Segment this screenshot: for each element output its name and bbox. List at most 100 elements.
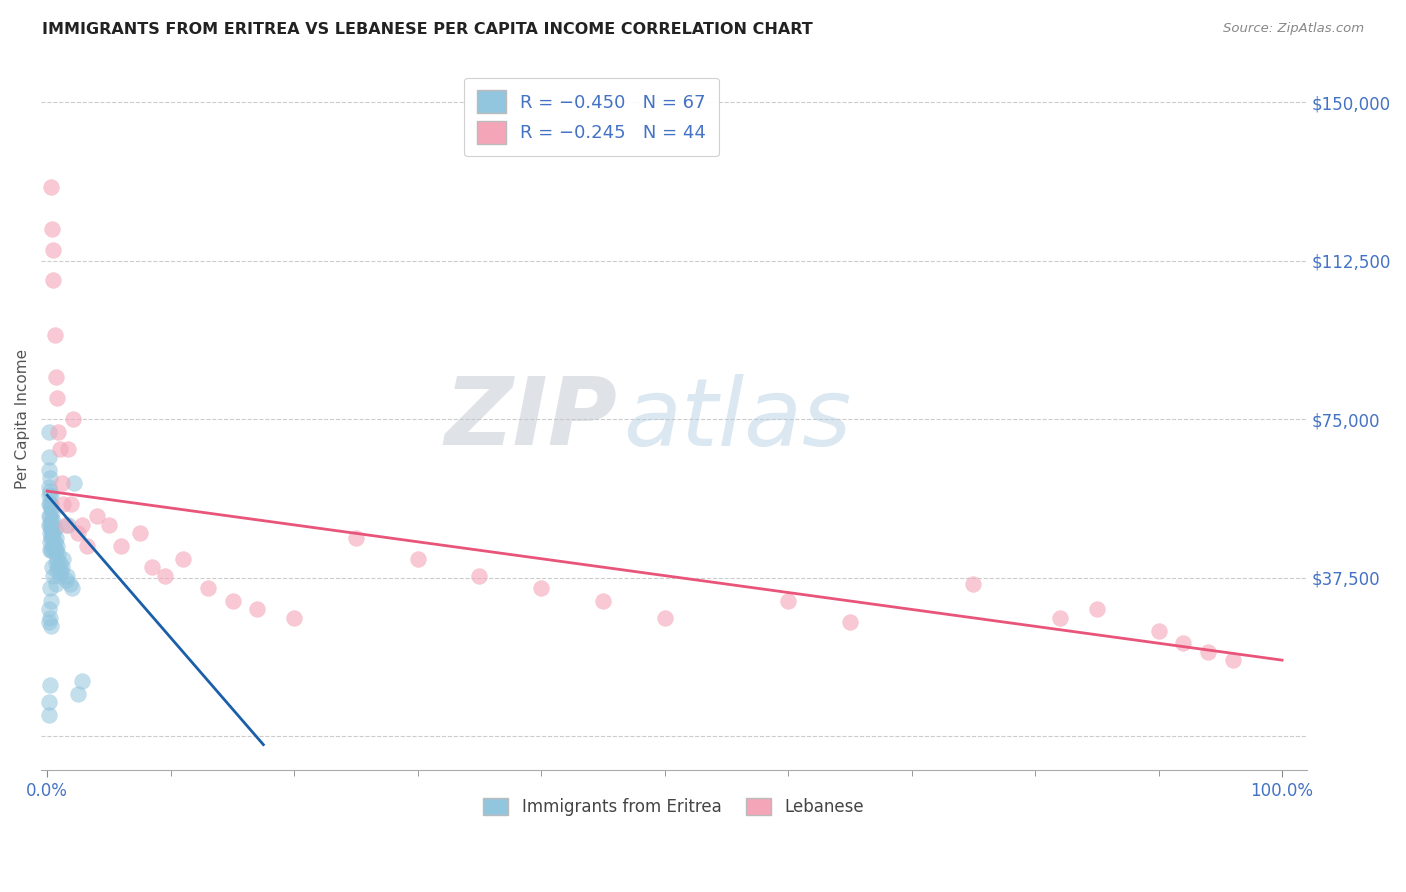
Point bbox=[838, 615, 860, 629]
Point bbox=[41, 526, 63, 541]
Point bbox=[38, 517, 60, 532]
Point bbox=[1173, 636, 1195, 650]
Point bbox=[38, 497, 60, 511]
Point bbox=[98, 517, 121, 532]
Point bbox=[1085, 602, 1108, 616]
Point bbox=[41, 505, 63, 519]
Point bbox=[38, 534, 60, 549]
Point bbox=[38, 509, 60, 524]
Point bbox=[1049, 611, 1071, 625]
Point bbox=[38, 488, 60, 502]
Point bbox=[70, 517, 93, 532]
Point bbox=[60, 582, 83, 596]
Point bbox=[48, 548, 70, 562]
Point bbox=[42, 244, 65, 258]
Text: Source: ZipAtlas.com: Source: ZipAtlas.com bbox=[1223, 22, 1364, 36]
Point bbox=[48, 568, 70, 582]
Point bbox=[44, 543, 66, 558]
Point bbox=[38, 480, 60, 494]
Point bbox=[38, 517, 60, 532]
Point bbox=[153, 568, 176, 582]
Point bbox=[38, 450, 60, 465]
Point bbox=[38, 582, 60, 596]
Point bbox=[592, 594, 614, 608]
Point bbox=[38, 543, 60, 558]
Point bbox=[62, 412, 84, 426]
Point bbox=[56, 568, 79, 582]
Point bbox=[141, 560, 163, 574]
Point bbox=[38, 509, 60, 524]
Point bbox=[58, 577, 80, 591]
Point bbox=[38, 526, 60, 541]
Point bbox=[52, 497, 75, 511]
Point bbox=[46, 391, 69, 405]
Point bbox=[38, 463, 60, 477]
Point bbox=[48, 560, 70, 574]
Point bbox=[39, 501, 62, 516]
Point bbox=[55, 517, 77, 532]
Text: atlas: atlas bbox=[623, 374, 852, 465]
Point bbox=[39, 531, 62, 545]
Point bbox=[38, 615, 60, 629]
Point bbox=[39, 488, 62, 502]
Point bbox=[58, 442, 80, 456]
Point bbox=[39, 543, 62, 558]
Point bbox=[197, 582, 219, 596]
Point bbox=[42, 273, 65, 287]
Point bbox=[45, 577, 67, 591]
Point bbox=[221, 594, 243, 608]
Point bbox=[41, 531, 63, 545]
Text: ZIP: ZIP bbox=[444, 373, 617, 466]
Point bbox=[48, 425, 70, 439]
Point bbox=[39, 522, 62, 536]
Point bbox=[63, 475, 86, 490]
Point bbox=[246, 602, 269, 616]
Point bbox=[283, 611, 305, 625]
Point bbox=[38, 497, 60, 511]
Point bbox=[86, 509, 108, 524]
Point bbox=[42, 539, 65, 553]
Point bbox=[45, 531, 67, 545]
Point bbox=[70, 674, 93, 689]
Point bbox=[51, 475, 73, 490]
Point bbox=[39, 497, 62, 511]
Point bbox=[39, 619, 62, 633]
Point bbox=[48, 442, 70, 456]
Point bbox=[38, 425, 60, 439]
Point bbox=[468, 568, 491, 582]
Point bbox=[55, 573, 77, 587]
Point bbox=[39, 179, 62, 194]
Point bbox=[38, 708, 60, 723]
Point bbox=[654, 611, 676, 625]
Point bbox=[44, 522, 66, 536]
Point bbox=[38, 602, 60, 616]
Point bbox=[172, 551, 194, 566]
Point bbox=[46, 539, 69, 553]
Point bbox=[39, 594, 62, 608]
Point bbox=[48, 556, 70, 570]
Point bbox=[38, 471, 60, 485]
Point bbox=[67, 526, 90, 541]
Point bbox=[1222, 653, 1244, 667]
Point bbox=[46, 551, 69, 566]
Point bbox=[406, 551, 429, 566]
Point bbox=[38, 611, 60, 625]
Point bbox=[45, 556, 67, 570]
Point bbox=[530, 582, 553, 596]
Point bbox=[778, 594, 800, 608]
Point bbox=[38, 678, 60, 692]
Point bbox=[45, 370, 67, 384]
Point bbox=[1197, 645, 1219, 659]
Point bbox=[41, 543, 63, 558]
Point bbox=[42, 526, 65, 541]
Point bbox=[38, 695, 60, 709]
Point bbox=[41, 560, 63, 574]
Point bbox=[51, 560, 73, 574]
Point bbox=[39, 514, 62, 528]
Point bbox=[52, 551, 75, 566]
Point bbox=[344, 531, 367, 545]
Point bbox=[44, 534, 66, 549]
Point bbox=[58, 517, 80, 532]
Point bbox=[59, 497, 82, 511]
Point bbox=[42, 514, 65, 528]
